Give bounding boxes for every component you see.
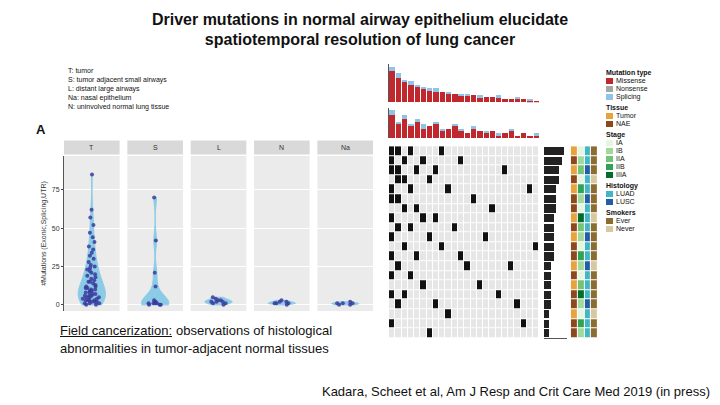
html-text:IA: IA [616,139,623,146]
html-text:Splicing: Splicing [616,93,641,100]
svg-text:N: N [279,144,284,151]
html-text:IIB: IIB [616,163,625,170]
html-text:Missense: Missense [616,77,646,84]
html-text:Histology: Histology [606,182,638,189]
svg-text:Na: Na [341,144,350,151]
html-text:T: tumor: T: tumor [68,67,94,74]
html-text:N: uninvolved normal lung tiss: N: uninvolved normal lung tissue [68,103,170,110]
svg-text:50: 50 [52,225,60,232]
html-text:LUSC: LUSC [616,198,635,205]
html-text:IIA: IIA [616,155,625,162]
svg-text:L: L [217,144,221,151]
html-text:L: distant large airways: L: distant large airways [68,85,140,92]
html-text:Tissue: Tissue [606,104,629,111]
html-text:Nonsense: Nonsense [616,85,648,92]
html-text:Stage: Stage [606,131,626,138]
html-text:IB: IB [616,147,623,154]
html-text:Kadara, Scheet et al, Am J Res: Kadara, Scheet et al, Am J Resp and Crit… [322,384,710,399]
html-text:Field cancerization: observati: Field cancerization: observations of his… [60,323,333,356]
svg-text:75: 75 [52,186,60,193]
svg-text:#Mutations (Exonic,Splicing,UT: #Mutations (Exonic,Splicing,UTR) [40,181,48,286]
html-text:A: A [36,122,46,137]
html-text:Mutation type: Mutation type [606,69,652,76]
svg-text:S: S [153,144,158,151]
html-text:IIIA: IIIA [616,171,627,178]
html-text:Never: Never [616,225,635,232]
html-text:Driver mutations in normal air: Driver mutations in normal airway epithe… [151,11,568,48]
html-text:Ever: Ever [616,217,631,224]
html-text:NAE: NAE [616,120,631,127]
html-text:Na: nasal epithelium: Na: nasal epithelium [68,94,132,101]
html-text:LUAD: LUAD [616,190,635,197]
svg-text:0: 0 [56,301,60,308]
svg-text:25: 25 [52,263,60,270]
html-text:Tumor: Tumor [616,112,636,119]
svg-text:T: T [89,144,94,151]
html-text:S: tumor adjacent small airway: S: tumor adjacent small airways [68,76,167,83]
html-text:Smokers: Smokers [606,209,636,216]
